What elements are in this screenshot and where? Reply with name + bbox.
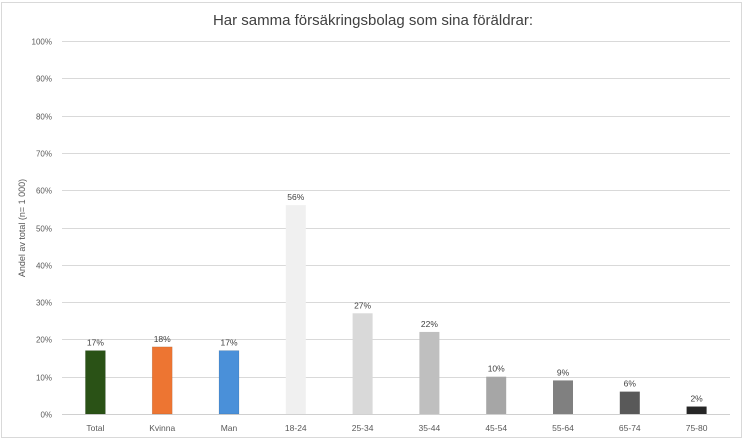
bar-kvinna — [151, 346, 173, 415]
x-tick-label: Man — [221, 423, 238, 433]
y-tick-label: 80% — [36, 113, 52, 122]
y-tick-label: 40% — [36, 262, 52, 271]
bar-65-74 — [619, 391, 640, 414]
y-tick-label: 50% — [36, 225, 52, 234]
y-tick-label: 60% — [36, 187, 52, 196]
y-tick-label: 0% — [40, 411, 52, 420]
data-label: 18% — [154, 334, 171, 344]
x-tick-label: 75-80 — [686, 423, 708, 433]
chart-title: Har samma försäkringsbolag som sina förä… — [212, 12, 534, 29]
x-tick-label: 65-74 — [619, 423, 641, 433]
bar-75-80 — [686, 406, 707, 414]
data-label: 10% — [488, 364, 505, 374]
bar-18-24 — [285, 205, 306, 414]
y-tick-label: 70% — [36, 150, 52, 159]
bar-55-64 — [553, 380, 573, 414]
bar-45-54 — [486, 376, 507, 414]
data-label: 2% — [690, 394, 703, 404]
data-label: 27% — [354, 300, 371, 310]
bar-total — [85, 350, 106, 415]
x-tick-label: Kvinna — [149, 423, 175, 433]
data-label: 56% — [287, 192, 304, 202]
bar-35-44 — [419, 331, 440, 414]
y-tick-label: 30% — [36, 299, 52, 308]
bar-man — [218, 350, 240, 415]
x-tick-label: Total — [86, 423, 104, 433]
x-tick-label: 18-24 — [285, 423, 307, 433]
data-label: 22% — [421, 319, 438, 329]
data-label: 6% — [624, 379, 637, 389]
y-tick-label: 100% — [32, 38, 52, 47]
y-tick-label: 20% — [36, 336, 52, 345]
data-label: 17% — [87, 338, 104, 348]
x-tick-label: 55-64 — [552, 423, 574, 433]
y-tick-label: 10% — [36, 374, 52, 383]
x-tick-label: 25-34 — [352, 423, 374, 433]
data-label: 9% — [557, 367, 570, 377]
bar-25-34 — [352, 313, 373, 414]
x-tick-label: 45-54 — [485, 423, 507, 433]
x-tick-label: 35-44 — [419, 423, 441, 433]
data-label: 17% — [220, 338, 237, 348]
y-tick-label: 90% — [36, 75, 52, 84]
